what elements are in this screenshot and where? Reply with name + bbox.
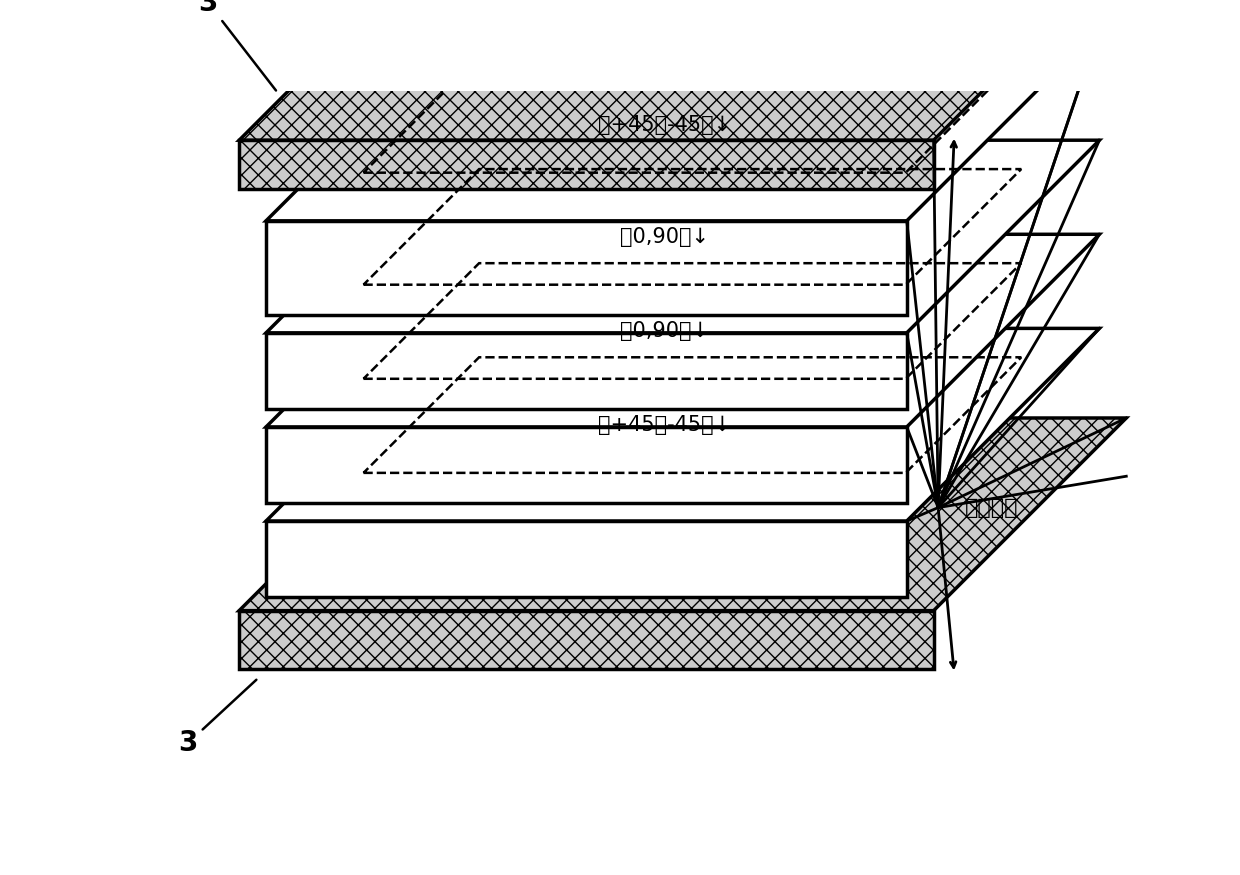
Polygon shape [267,28,1100,220]
Polygon shape [267,332,906,409]
Polygon shape [267,220,906,315]
Text: 热压成型: 热压成型 [965,498,1018,518]
Polygon shape [267,427,906,503]
Polygon shape [239,140,934,190]
Text: （0,90）↓: （0,90）↓ [620,227,709,247]
Text: 3: 3 [198,0,277,90]
Polygon shape [267,521,906,598]
Polygon shape [239,418,1126,611]
Polygon shape [267,328,1100,521]
Polygon shape [267,234,1100,427]
Text: （+45，-45）↓: （+45，-45）↓ [598,415,732,435]
Text: （+45，-45）↓: （+45，-45）↓ [598,115,732,135]
Polygon shape [267,140,1100,332]
Polygon shape [239,0,1126,140]
Polygon shape [239,611,934,668]
Text: （0,90）↓: （0,90）↓ [620,320,709,340]
Text: 3: 3 [179,680,257,757]
